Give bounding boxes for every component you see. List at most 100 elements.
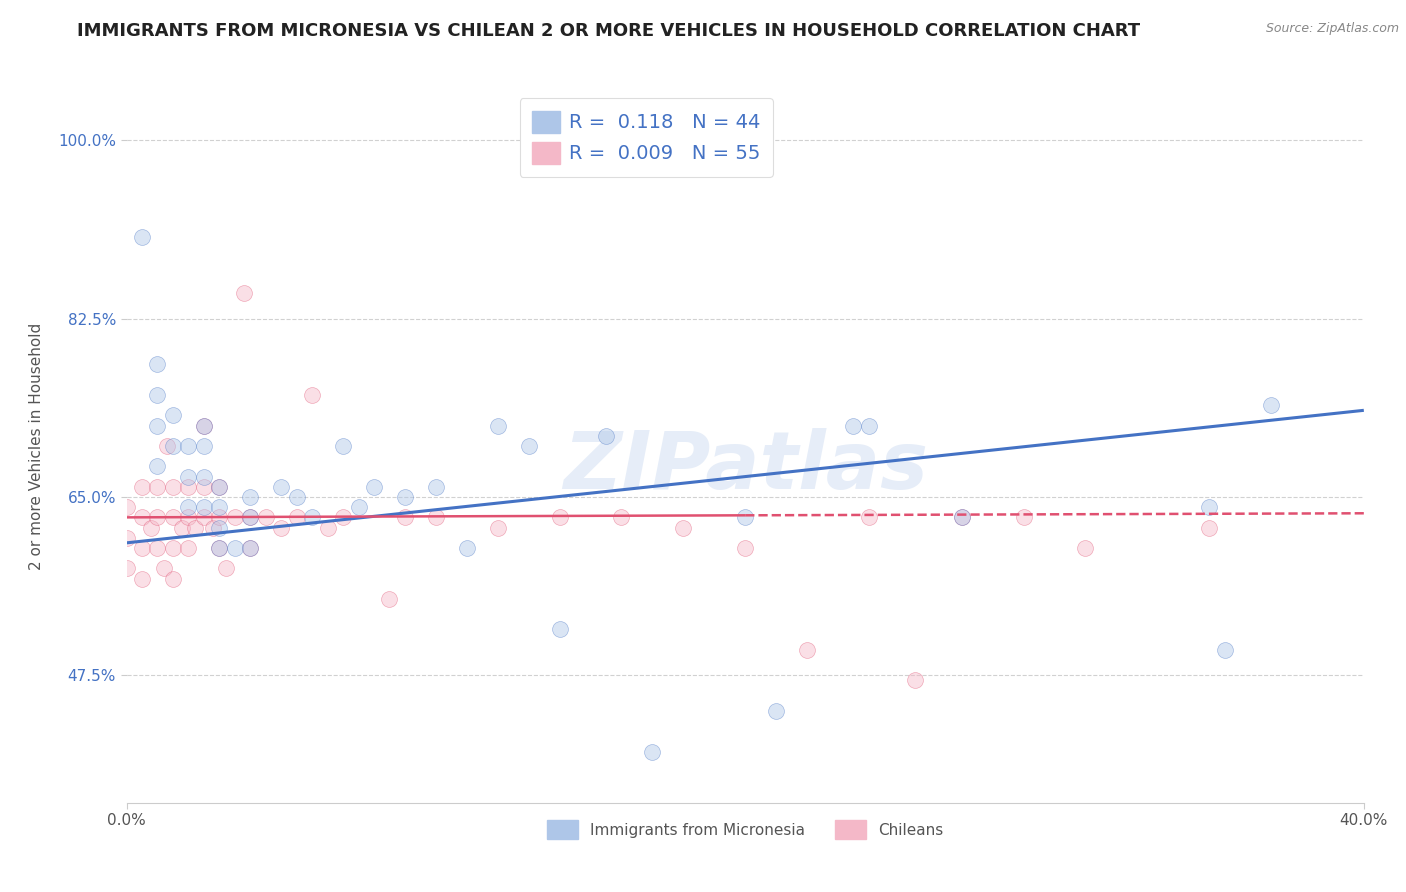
Point xyxy=(239,541,262,555)
Point xyxy=(796,643,818,657)
Point xyxy=(425,480,447,494)
Point xyxy=(208,510,231,524)
Point xyxy=(239,510,262,524)
Point xyxy=(115,531,138,545)
Point xyxy=(156,439,179,453)
Point xyxy=(162,541,184,555)
Point xyxy=(301,510,323,524)
Point xyxy=(233,286,256,301)
Point xyxy=(1012,510,1035,524)
Point xyxy=(301,388,323,402)
Point xyxy=(193,469,215,483)
Point xyxy=(239,490,262,504)
Point xyxy=(177,541,200,555)
Point xyxy=(162,572,184,586)
Point xyxy=(146,418,169,433)
Point xyxy=(172,520,194,534)
Point xyxy=(239,541,262,555)
Point xyxy=(208,520,231,534)
Point xyxy=(183,520,205,534)
Point xyxy=(146,510,169,524)
Point xyxy=(270,520,292,534)
Point xyxy=(394,510,416,524)
Point xyxy=(316,520,339,534)
Point xyxy=(208,500,231,515)
Point xyxy=(214,561,236,575)
Point xyxy=(254,510,277,524)
Y-axis label: 2 or more Vehicles in Household: 2 or more Vehicles in Household xyxy=(30,322,44,570)
Point xyxy=(146,388,169,402)
Point xyxy=(548,510,571,524)
Legend: Immigrants from Micronesia, Chileans: Immigrants from Micronesia, Chileans xyxy=(541,814,949,845)
Point xyxy=(842,418,865,433)
Point xyxy=(131,510,153,524)
Point xyxy=(239,510,262,524)
Point xyxy=(456,541,478,555)
Point xyxy=(177,469,200,483)
Point xyxy=(162,480,184,494)
Point xyxy=(394,490,416,504)
Point xyxy=(193,500,215,515)
Point xyxy=(1260,398,1282,412)
Point xyxy=(162,510,184,524)
Point xyxy=(950,510,973,524)
Point xyxy=(765,704,787,718)
Point xyxy=(162,409,184,423)
Point xyxy=(224,541,246,555)
Point xyxy=(904,673,927,688)
Point xyxy=(1198,500,1220,515)
Point xyxy=(595,429,617,443)
Point xyxy=(347,500,370,515)
Point xyxy=(672,520,695,534)
Point xyxy=(141,520,163,534)
Point xyxy=(734,510,756,524)
Point xyxy=(193,439,215,453)
Point xyxy=(115,500,138,515)
Point xyxy=(363,480,385,494)
Point xyxy=(115,561,138,575)
Point xyxy=(610,510,633,524)
Point xyxy=(146,358,169,372)
Point xyxy=(146,541,169,555)
Point xyxy=(858,418,880,433)
Point xyxy=(1198,520,1220,534)
Point xyxy=(177,500,200,515)
Point xyxy=(131,541,153,555)
Point xyxy=(193,418,215,433)
Text: Source: ZipAtlas.com: Source: ZipAtlas.com xyxy=(1265,22,1399,36)
Point xyxy=(950,510,973,524)
Point xyxy=(152,561,174,575)
Text: IMMIGRANTS FROM MICRONESIA VS CHILEAN 2 OR MORE VEHICLES IN HOUSEHOLD CORRELATIO: IMMIGRANTS FROM MICRONESIA VS CHILEAN 2 … xyxy=(77,22,1140,40)
Point xyxy=(1213,643,1236,657)
Point xyxy=(208,541,231,555)
Point xyxy=(270,480,292,494)
Point xyxy=(641,745,664,759)
Point xyxy=(734,541,756,555)
Point xyxy=(177,480,200,494)
Point xyxy=(486,418,509,433)
Point xyxy=(162,439,184,453)
Point xyxy=(202,520,225,534)
Point xyxy=(332,510,354,524)
Point xyxy=(177,439,200,453)
Point xyxy=(131,230,153,244)
Point xyxy=(177,510,200,524)
Point xyxy=(208,480,231,494)
Point xyxy=(425,510,447,524)
Point xyxy=(208,541,231,555)
Point xyxy=(858,510,880,524)
Point xyxy=(131,480,153,494)
Point xyxy=(193,510,215,524)
Point xyxy=(378,591,401,606)
Point xyxy=(193,418,215,433)
Text: ZIPatlas: ZIPatlas xyxy=(562,428,928,507)
Point xyxy=(146,459,169,474)
Point xyxy=(208,480,231,494)
Point xyxy=(332,439,354,453)
Point xyxy=(486,520,509,534)
Point xyxy=(517,439,540,453)
Point xyxy=(285,490,308,504)
Point xyxy=(548,623,571,637)
Point xyxy=(193,480,215,494)
Point xyxy=(285,510,308,524)
